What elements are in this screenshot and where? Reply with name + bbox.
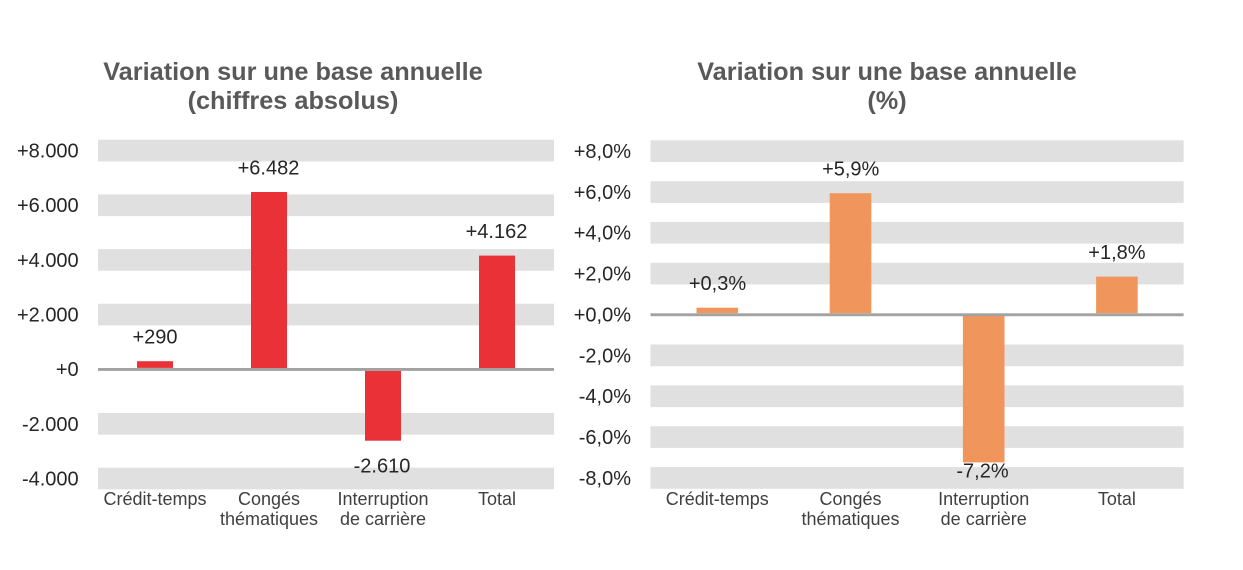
svg-text:Total: Total [1098, 489, 1136, 509]
svg-text:Congés: Congés [819, 489, 881, 509]
svg-text:-6,0%: -6,0% [579, 427, 631, 449]
svg-text:de carrière: de carrière [340, 509, 426, 529]
svg-text:-7,2%: -7,2% [956, 460, 1008, 482]
svg-text:+2.000: +2.000 [17, 304, 79, 326]
svg-text:+0: +0 [56, 359, 79, 381]
svg-text:-4.000: -4.000 [22, 468, 79, 490]
svg-text:-8,0%: -8,0% [579, 468, 631, 490]
svg-text:Crédit-temps: Crédit-temps [103, 489, 206, 509]
svg-text:+4,0%: +4,0% [574, 223, 631, 245]
svg-text:+2,0%: +2,0% [574, 264, 631, 286]
svg-text:+6.000: +6.000 [17, 195, 79, 217]
svg-text:+4.162: +4.162 [466, 221, 528, 243]
svg-text:-4,0%: -4,0% [579, 386, 631, 408]
svg-text:thématiques: thématiques [220, 509, 318, 529]
svg-text:(chiffres absolus): (chiffres absolus) [188, 87, 399, 115]
svg-text:+5,9%: +5,9% [822, 159, 879, 181]
svg-text:de carrière: de carrière [941, 509, 1027, 529]
svg-text:Congés: Congés [238, 489, 300, 509]
svg-text:+8,0%: +8,0% [574, 141, 631, 163]
svg-text:-2,0%: -2,0% [579, 345, 631, 367]
svg-text:-2.000: -2.000 [22, 414, 79, 436]
svg-text:-2.610: -2.610 [354, 456, 411, 478]
svg-text:Variation sur une base annuell: Variation sur une base annuelle [697, 58, 1077, 86]
svg-text:+4.000: +4.000 [17, 250, 79, 272]
svg-text:+0,3%: +0,3% [689, 273, 746, 295]
svg-text:thématiques: thématiques [801, 509, 899, 529]
svg-text:Interruption: Interruption [337, 489, 428, 509]
svg-text:Total: Total [478, 489, 516, 509]
svg-text:+6.482: +6.482 [238, 157, 300, 179]
svg-text:+290: +290 [132, 326, 177, 348]
svg-text:Variation sur une base annuell: Variation sur une base annuelle [103, 58, 483, 86]
svg-text:+0,0%: +0,0% [574, 304, 631, 326]
svg-text:+1,8%: +1,8% [1088, 242, 1145, 264]
svg-text:+8.000: +8.000 [17, 141, 79, 163]
svg-text:+6,0%: +6,0% [574, 182, 631, 204]
svg-text:Interruption: Interruption [938, 489, 1029, 509]
svg-text:(%): (%) [867, 87, 906, 115]
svg-text:Crédit-temps: Crédit-temps [666, 489, 769, 509]
